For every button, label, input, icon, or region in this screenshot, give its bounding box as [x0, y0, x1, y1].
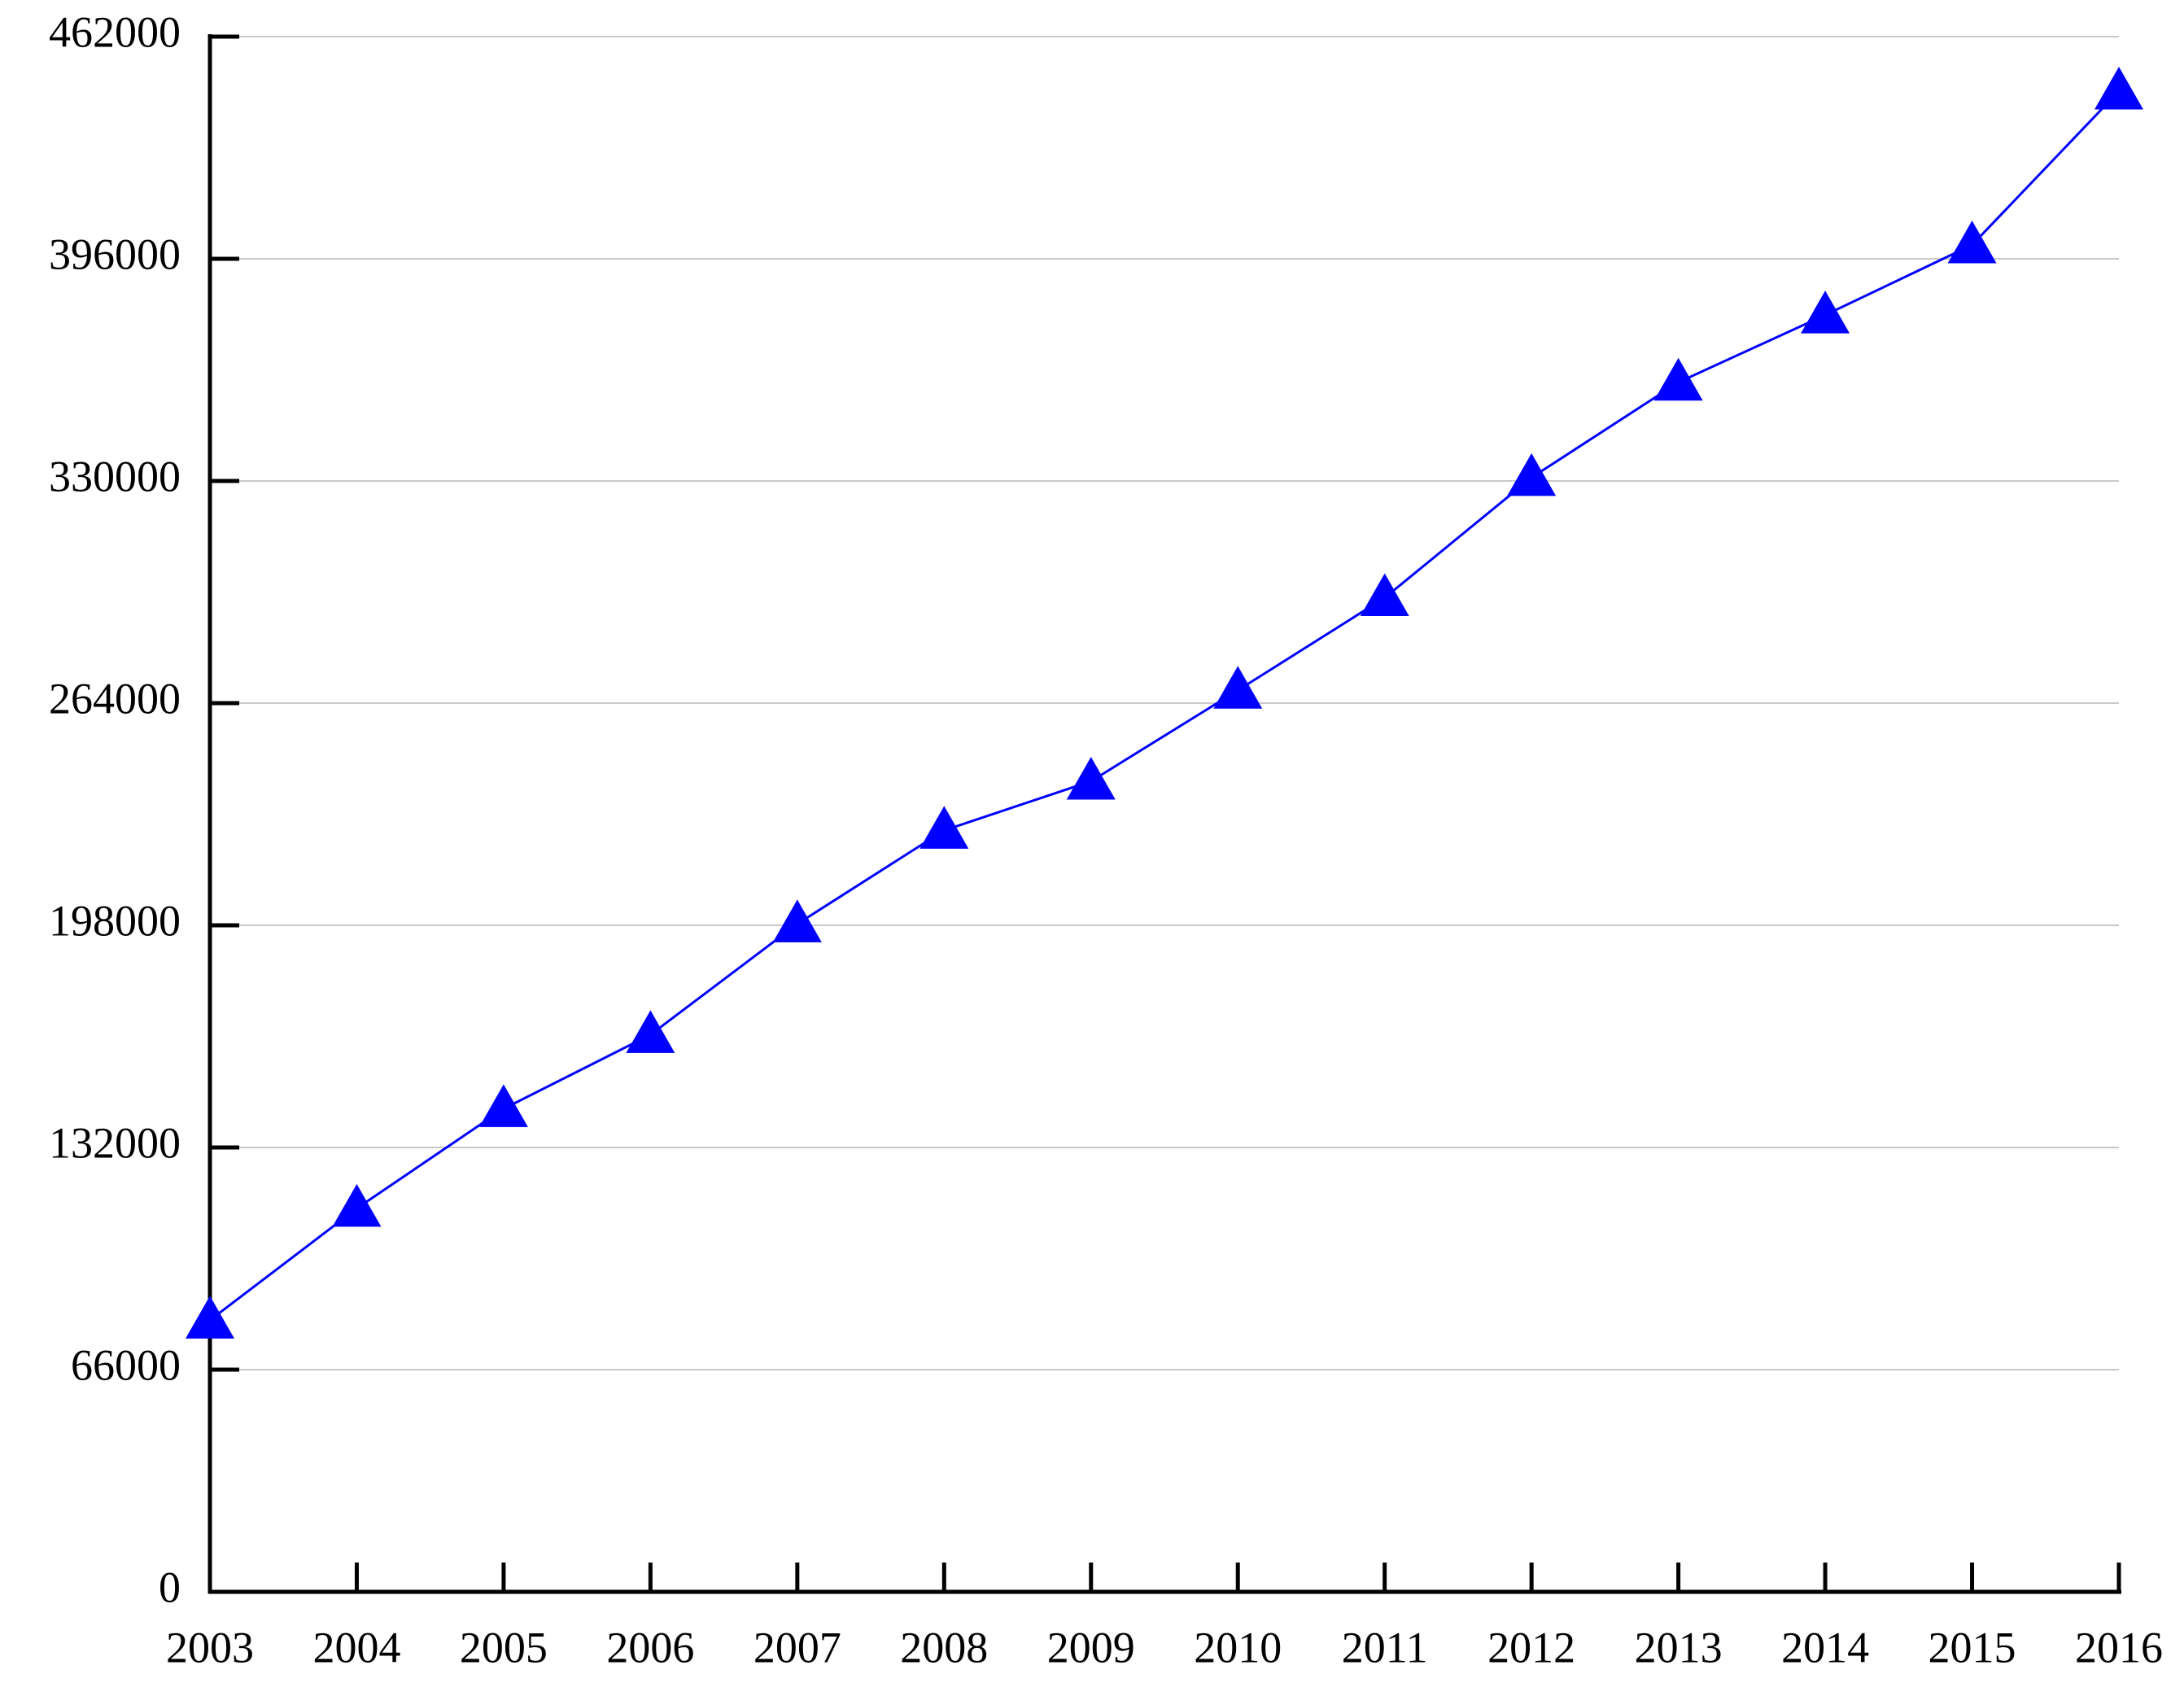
x-tick-label: 2009 — [1047, 1623, 1135, 1672]
data-marker — [626, 1010, 675, 1053]
data-marker — [1507, 452, 1557, 496]
data-marker — [1653, 357, 1703, 401]
x-tick-label: 2006 — [606, 1623, 694, 1672]
data-marker — [1066, 756, 1116, 800]
y-tick-label: 264000 — [49, 674, 181, 723]
data-marker — [1360, 573, 1409, 617]
data-line — [209, 90, 2121, 1322]
x-tick-label: 2007 — [753, 1623, 841, 1672]
x-tick-label: 2005 — [460, 1623, 548, 1672]
data-marker — [2094, 67, 2143, 110]
y-tick-label: 330000 — [49, 452, 181, 500]
y-tick-label: 198000 — [49, 896, 181, 945]
y-tick-label: 462000 — [49, 7, 181, 56]
x-tick-label: 2013 — [1635, 1623, 1723, 1672]
data-marker — [478, 1084, 528, 1127]
data-marker — [1947, 221, 1997, 264]
x-tick-label: 2004 — [312, 1623, 400, 1672]
x-tick-label: 2008 — [900, 1623, 988, 1672]
x-tick-label: 2011 — [1342, 1623, 1428, 1672]
data-marker — [332, 1183, 382, 1227]
y-tick-label: 396000 — [49, 229, 181, 278]
x-tick-label: 2012 — [1487, 1623, 1575, 1672]
x-tick-label: 2014 — [1781, 1623, 1869, 1672]
x-tick-label: 2016 — [2075, 1623, 2163, 1672]
x-tick-label: 2003 — [166, 1623, 254, 1672]
x-tick-label: 2010 — [1194, 1623, 1282, 1672]
y-tick-label: 132000 — [49, 1118, 181, 1167]
y-tick-label: 66000 — [71, 1340, 181, 1389]
data-marker — [1801, 291, 1850, 334]
y-tick-label: 0 — [159, 1563, 181, 1611]
data-marker — [919, 806, 969, 849]
data-marker — [186, 1296, 234, 1339]
data-marker — [772, 899, 822, 942]
x-tick-label: 2015 — [1928, 1623, 2016, 1672]
data-marker — [1213, 666, 1263, 709]
